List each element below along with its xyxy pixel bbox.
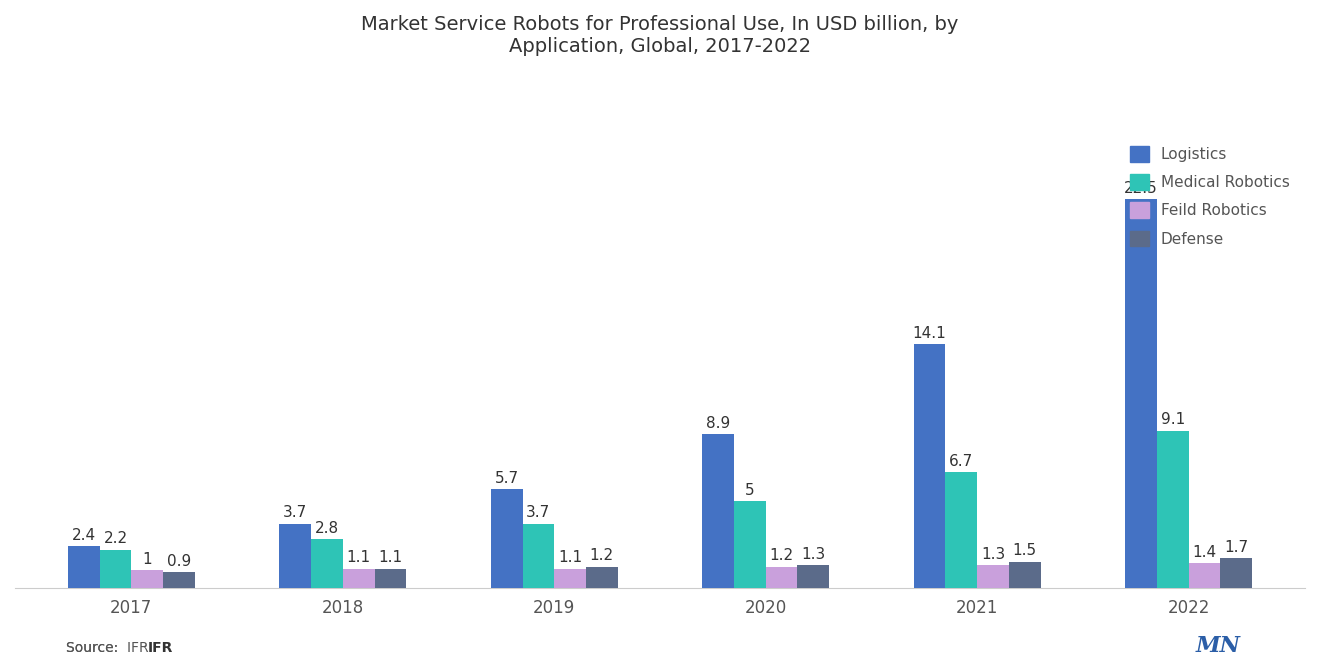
Bar <box>164 572 195 588</box>
Bar <box>766 567 797 588</box>
Text: 8.9: 8.9 <box>706 416 730 430</box>
Text: 22.5: 22.5 <box>1125 181 1158 196</box>
Text: 1.4: 1.4 <box>1192 545 1217 560</box>
Bar <box>945 472 977 588</box>
Text: 5: 5 <box>744 483 755 498</box>
Bar <box>523 524 554 588</box>
Text: MN: MN <box>1196 634 1241 657</box>
Bar <box>913 344 945 588</box>
Bar <box>1156 430 1189 588</box>
Text: 1.3: 1.3 <box>981 547 1006 562</box>
Text: 1.1: 1.1 <box>379 550 403 565</box>
Text: 5.7: 5.7 <box>495 471 519 485</box>
Legend: Logistics, Medical Robotics, Feild Robotics, Defense: Logistics, Medical Robotics, Feild Robot… <box>1122 138 1298 254</box>
Text: 3.7: 3.7 <box>282 505 308 520</box>
Bar <box>99 550 131 588</box>
Bar <box>554 569 586 588</box>
Bar <box>131 571 164 588</box>
Text: 14.1: 14.1 <box>912 326 946 340</box>
Bar <box>312 539 343 588</box>
Text: Source:  IFR: Source: IFR <box>66 640 149 655</box>
Text: 1.2: 1.2 <box>770 549 793 563</box>
Bar <box>977 565 1008 588</box>
Text: 1.5: 1.5 <box>1012 543 1036 559</box>
Bar <box>1008 562 1040 588</box>
Text: 3.7: 3.7 <box>527 505 550 520</box>
Bar <box>491 489 523 588</box>
Text: Source:: Source: <box>66 640 123 655</box>
Text: 1.2: 1.2 <box>590 549 614 563</box>
Bar <box>67 546 99 588</box>
Text: 6.7: 6.7 <box>949 454 973 469</box>
Text: 1.3: 1.3 <box>801 547 825 562</box>
Text: 2.8: 2.8 <box>315 521 339 536</box>
Bar <box>586 567 618 588</box>
Text: 2.4: 2.4 <box>71 528 96 543</box>
Text: 0.9: 0.9 <box>166 554 191 569</box>
Bar <box>1189 563 1221 588</box>
Bar <box>1221 559 1253 588</box>
Text: 1.7: 1.7 <box>1224 540 1249 555</box>
Text: 9.1: 9.1 <box>1160 412 1185 427</box>
Bar <box>280 524 312 588</box>
Bar <box>734 501 766 588</box>
Bar <box>797 565 829 588</box>
Text: 2.2: 2.2 <box>103 531 128 546</box>
Text: 1.1: 1.1 <box>347 550 371 565</box>
Text: 1.1: 1.1 <box>558 550 582 565</box>
Title: Market Service Robots for Professional Use, In USD billion, by
Application, Glob: Market Service Robots for Professional U… <box>362 15 958 56</box>
Text: IFR: IFR <box>148 640 173 655</box>
Text: 1: 1 <box>143 552 152 567</box>
Bar <box>343 569 375 588</box>
Bar <box>1125 199 1156 588</box>
Bar <box>375 569 407 588</box>
Bar <box>702 434 734 588</box>
